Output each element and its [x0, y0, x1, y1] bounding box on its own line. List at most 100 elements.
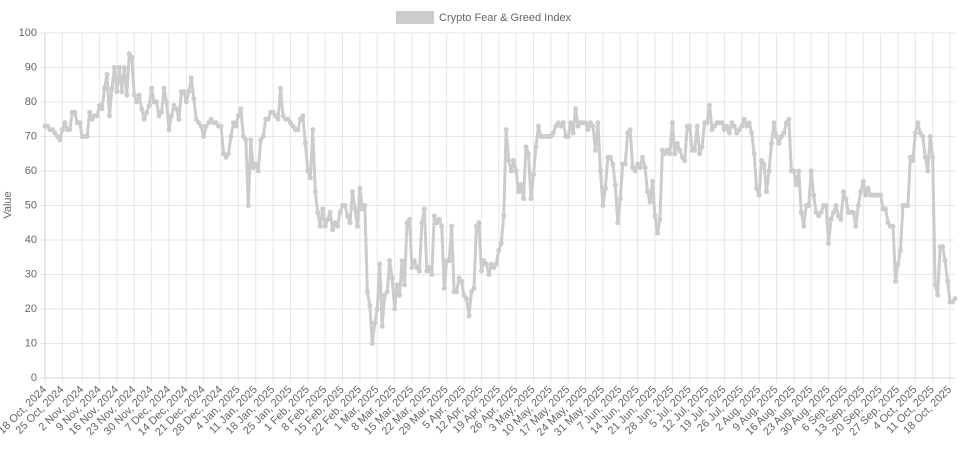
data-point: [260, 134, 266, 139]
data-point: [826, 240, 832, 246]
data-point: [295, 127, 301, 133]
data-point: [885, 220, 891, 226]
data-point: [617, 196, 623, 202]
data-point: [704, 120, 710, 126]
data-point: [225, 151, 231, 157]
data-point: [54, 134, 60, 139]
legend-swatch: [396, 11, 434, 24]
data-point: [285, 116, 291, 122]
data-point: [935, 292, 941, 298]
data-point: [642, 165, 648, 171]
data-point: [421, 206, 427, 212]
data-point: [364, 289, 370, 295]
data-point: [332, 220, 338, 226]
data-point: [570, 130, 576, 136]
data-point: [468, 289, 474, 295]
data-point: [62, 120, 68, 126]
data-point: [181, 89, 187, 95]
data-point: [473, 223, 479, 229]
data-point: [498, 240, 504, 246]
data-point: [917, 130, 923, 136]
data-point: [352, 206, 358, 212]
data-point: [345, 213, 351, 219]
data-point: [342, 203, 348, 208]
data-point: [198, 123, 204, 129]
data-point: [930, 154, 936, 160]
data-point: [699, 144, 705, 150]
data-point: [585, 127, 591, 133]
data-point: [159, 109, 165, 115]
data-point: [44, 123, 50, 129]
data-point: [208, 116, 214, 122]
data-point: [243, 137, 249, 143]
data-point: [741, 116, 747, 122]
data-point: [573, 106, 579, 112]
data-point: [111, 65, 117, 70]
data-point: [657, 216, 663, 222]
data-point: [406, 216, 412, 222]
data-point: [161, 85, 167, 91]
data-point: [255, 168, 261, 174]
data-point: [382, 292, 388, 298]
data-point: [414, 265, 420, 271]
data-point: [99, 106, 105, 112]
data-point: [607, 154, 613, 160]
data-point: [806, 203, 812, 208]
data-point: [766, 168, 772, 174]
data-point: [409, 265, 415, 271]
data-point: [612, 182, 618, 188]
data-point: [287, 120, 293, 126]
data-point: [369, 341, 375, 346]
data-point: [399, 258, 405, 264]
data-point: [121, 65, 127, 70]
data-point: [692, 147, 698, 153]
data-point: [367, 303, 373, 309]
data-point: [652, 213, 658, 219]
data-point: [434, 220, 440, 226]
data-point: [213, 120, 219, 126]
data-point: [739, 123, 745, 129]
y-axis-title: Value: [2, 191, 14, 218]
data-point: [136, 92, 142, 98]
data-point: [674, 140, 680, 146]
data-point: [89, 116, 95, 122]
data-point: [823, 203, 829, 208]
data-point: [597, 168, 603, 174]
data-point: [940, 244, 946, 250]
data-point: [459, 278, 465, 284]
data-point: [466, 313, 472, 319]
data-point: [312, 189, 318, 195]
data-point: [176, 116, 182, 122]
data-point: [322, 223, 328, 229]
data-point: [516, 189, 522, 195]
data-point: [932, 282, 938, 288]
data-point: [811, 192, 817, 198]
data-point: [853, 223, 859, 229]
data-point: [114, 89, 120, 95]
data-point: [374, 306, 380, 312]
data-point: [744, 123, 750, 129]
data-point: [221, 151, 227, 157]
series-line: [45, 52, 957, 345]
data-point: [149, 85, 155, 91]
data-point: [359, 206, 365, 212]
data-point: [104, 71, 110, 77]
data-point: [478, 268, 484, 274]
data-point: [533, 144, 539, 150]
data-point: [630, 165, 636, 171]
data-point: [850, 209, 856, 215]
data-point: [173, 106, 179, 112]
data-point: [454, 289, 460, 295]
data-point: [300, 113, 306, 119]
y-tick-label: 100: [19, 27, 37, 39]
data-point: [731, 123, 737, 129]
data-point: [764, 189, 770, 195]
data-point: [843, 196, 849, 202]
data-point: [84, 134, 90, 139]
data-point: [518, 182, 524, 188]
data-point: [52, 130, 58, 136]
data-point: [203, 123, 209, 129]
data-point: [464, 296, 470, 302]
data-point: [927, 134, 933, 139]
